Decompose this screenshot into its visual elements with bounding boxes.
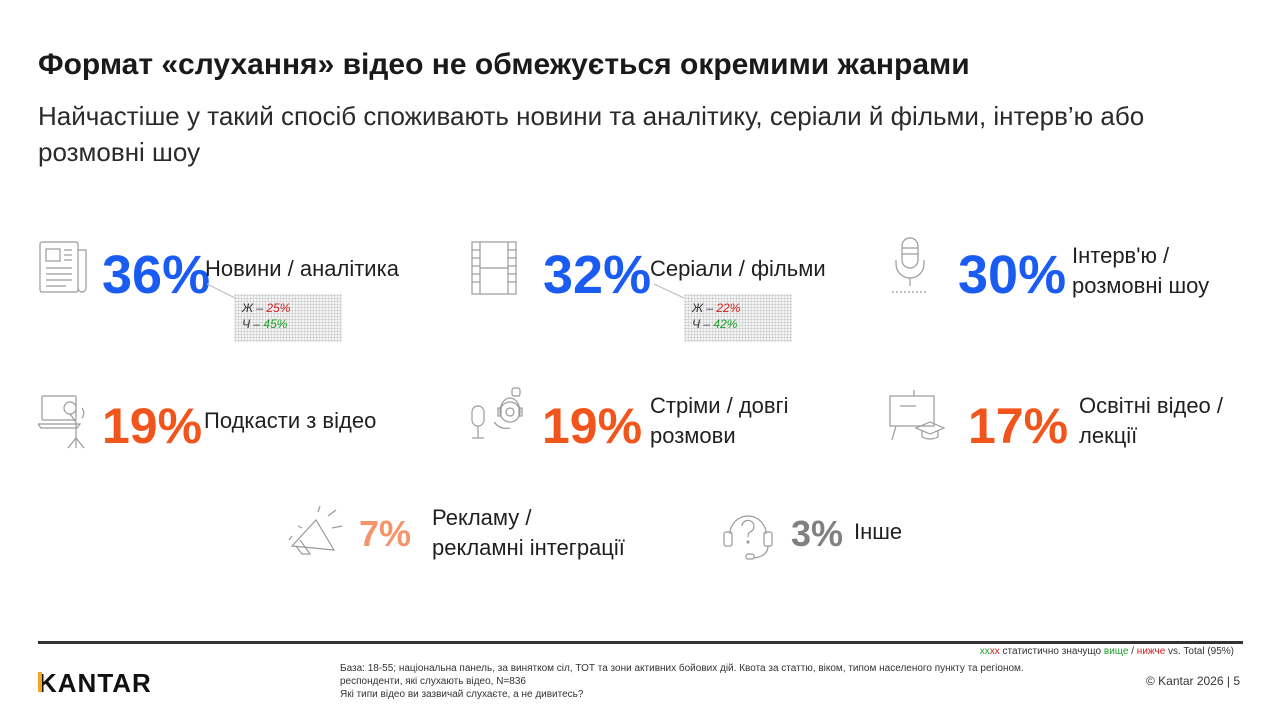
category-label-line: Серіали / фільми [650, 256, 826, 281]
copyright: © Kantar 2026 | 5 [1145, 674, 1240, 688]
category-label: Інше [854, 517, 902, 547]
callout-female-row: Ж – 22% [692, 300, 784, 316]
percent-value: 19% [102, 398, 203, 454]
percent-value: 7% [359, 513, 412, 554]
category-label: Інтерв'ю / розмовні шоу [1072, 241, 1209, 301]
footnote-line: респонденти, які слухають відео, N=836 [340, 676, 526, 687]
page-title: Формат «слухання» відео не обмежується о… [38, 48, 970, 81]
education-board-icon [886, 388, 946, 444]
callout-female-value: 22% [716, 301, 741, 315]
category-label: Рекламу / рекламні інтеграції [432, 503, 625, 563]
callout-male-value: 42% [713, 317, 738, 331]
category-label-line: лекції [1079, 423, 1138, 448]
legend-separator: / [1128, 646, 1137, 657]
legend-higher: вище [1103, 646, 1129, 657]
percent-value: 3% [791, 513, 844, 554]
category-label: Подкасти з відео [204, 406, 376, 436]
callout-male-row: Ч – 42% [692, 316, 784, 332]
callout-female-label: Ж – [692, 301, 717, 315]
film-strip-icon [468, 240, 520, 296]
legend-lower: нижче [1136, 646, 1166, 657]
kantar-logo: KANTAR [38, 668, 152, 699]
callout-male-value: 45% [263, 317, 288, 331]
category-label-line: Інше [854, 519, 903, 544]
category-label-line: Інтерв'ю / [1072, 243, 1170, 268]
logo-text: KANTAR [38, 668, 152, 698]
category-label-line: Новини / аналітика [205, 256, 399, 281]
gender-callout: Ж – 22% Ч – 42% [684, 294, 792, 342]
legend-higher-sample: xx [979, 646, 990, 657]
category-label-line: Подкасти з відео [204, 408, 377, 433]
podcast-laptop-icon [38, 392, 98, 450]
question-headset-icon [720, 504, 776, 562]
category-label: Новини / аналітика [205, 254, 399, 284]
category-label-line: Освітні відео / [1079, 393, 1224, 418]
category-label-line: Рекламу / [432, 505, 532, 530]
callout-male-label: Ч – [692, 317, 714, 331]
gender-callout: Ж – 25% Ч – 45% [234, 294, 342, 342]
megaphone-icon [288, 506, 350, 564]
category-label: Серіали / фільми [650, 254, 826, 284]
newspaper-icon [38, 240, 90, 296]
callout-pointer [206, 283, 236, 299]
category-label: Стріми / довгі розмови [650, 391, 789, 451]
category-label-line: Стріми / довгі [650, 393, 789, 418]
category-label-line: розмовні шоу [1072, 273, 1210, 298]
footer-divider [38, 641, 1243, 644]
percent-value: 32% [543, 245, 652, 305]
category-label-line: рекламні інтеграції [432, 535, 625, 560]
callout-female-row: Ж – 25% [242, 300, 334, 316]
logo-accent [38, 672, 42, 692]
callout-male-row: Ч – 45% [242, 316, 334, 332]
base-footnote: База: 18-55; національна панель, за виня… [340, 662, 1100, 701]
significance-legend: xxxx статистично значущо вище / нижче vs… [980, 646, 1234, 657]
percent-value: 30% [958, 245, 1067, 305]
footnote-line: База: 18-55; національна панель, за виня… [340, 663, 1024, 674]
callout-female-label: Ж – [242, 301, 267, 315]
microphone-icon [888, 236, 932, 296]
percent-value: 17% [968, 398, 1069, 454]
callout-female-value: 25% [266, 301, 291, 315]
legend-text: статистично значущо [999, 646, 1104, 657]
callout-pointer [653, 283, 685, 299]
category-label-line: розмови [650, 423, 736, 448]
legend-lower-sample: xx [989, 646, 1000, 657]
footnote-line: Які типи відео ви зазвичай слухаєте, а н… [340, 689, 584, 700]
percent-value: 36% [102, 245, 211, 305]
category-label: Освітні відео / лекції [1079, 391, 1223, 451]
page-subtitle: Найчастіше у такий спосіб споживають нов… [38, 101, 1145, 167]
callout-male-label: Ч – [242, 317, 264, 331]
percent-value: 19% [542, 398, 643, 454]
streamer-icon [468, 386, 528, 442]
legend-text: vs. Total (95%) [1165, 646, 1234, 657]
